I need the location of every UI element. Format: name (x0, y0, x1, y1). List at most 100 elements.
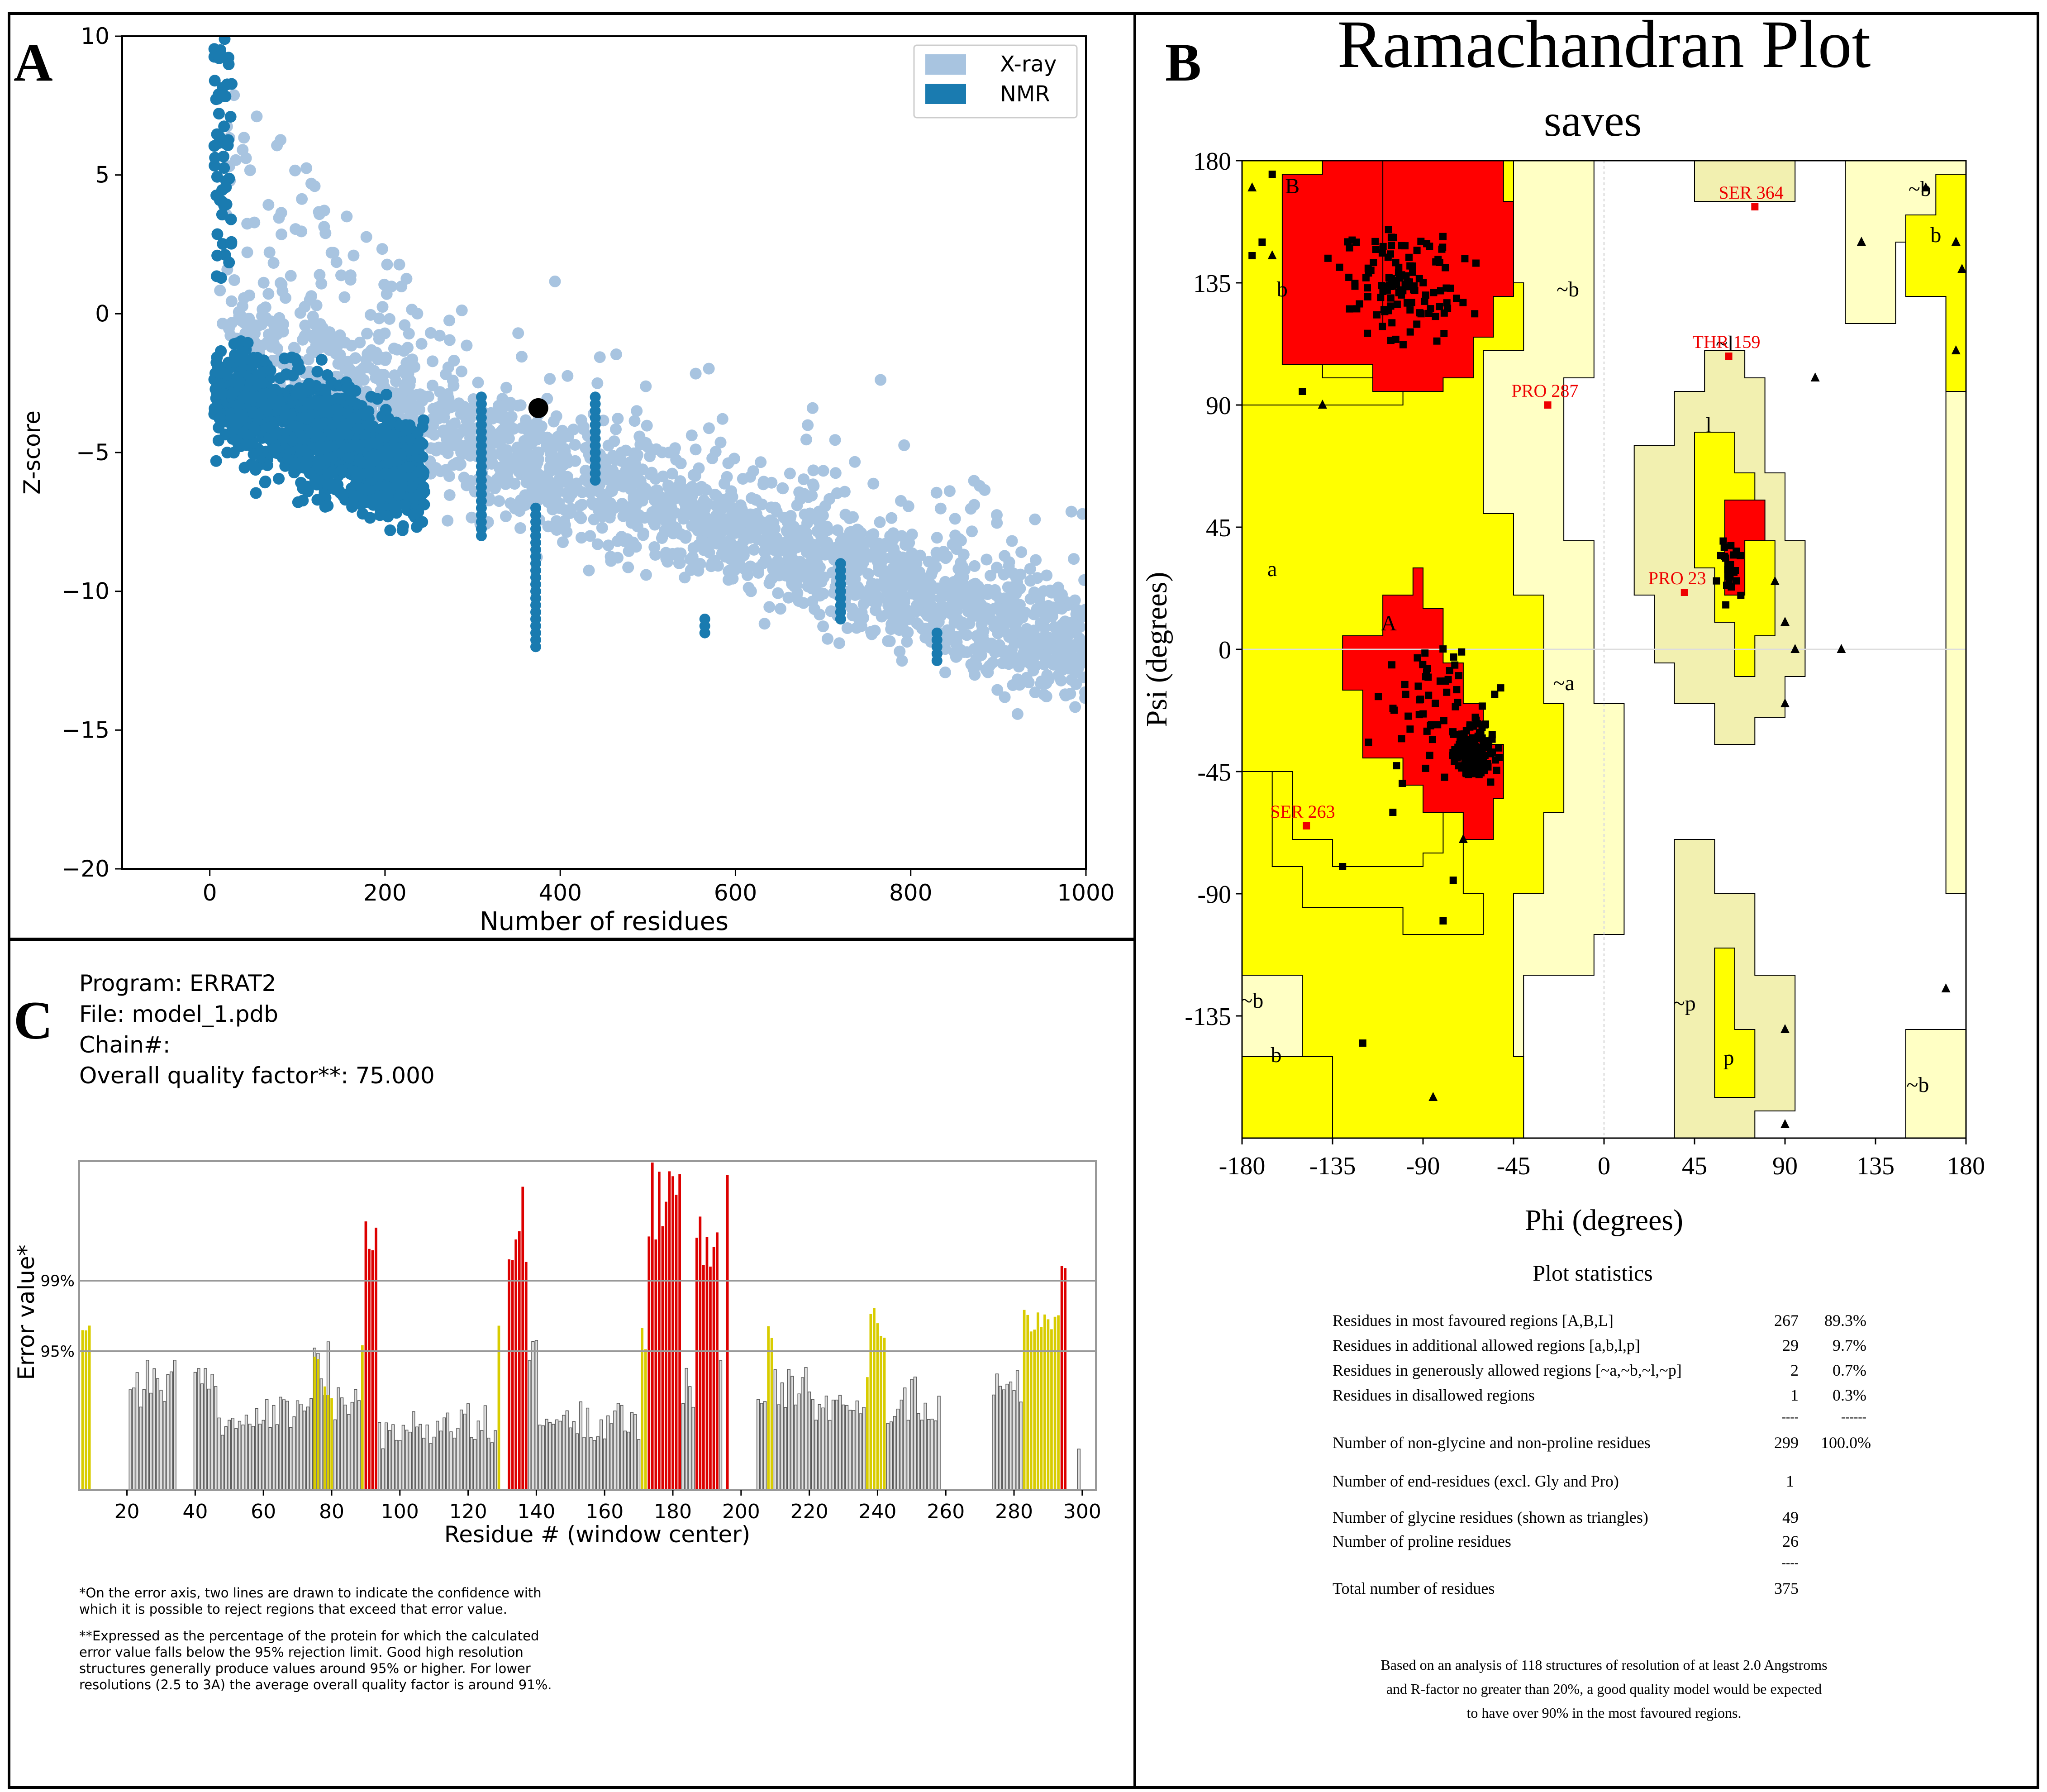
xray-point (576, 499, 588, 511)
residue-point (1440, 330, 1448, 337)
errat-bar (244, 1415, 248, 1491)
xray-point (265, 341, 277, 353)
nmr-point (367, 455, 379, 467)
region-label: ~b (1557, 277, 1579, 301)
nmr-point (324, 478, 336, 491)
xray-point (285, 270, 297, 282)
xray-point (930, 486, 943, 499)
xray-point (1015, 546, 1028, 558)
glycine-point (1857, 237, 1866, 246)
residue-point (1422, 764, 1429, 772)
glycine-point (1941, 983, 1951, 992)
xray-point (520, 414, 532, 426)
xray-point (977, 640, 990, 652)
xray-point (706, 557, 719, 569)
x-tick-label: 1000 (1057, 880, 1114, 906)
errat-bar (364, 1221, 367, 1490)
zscore-y-ticks: 10 5 0 −5 −10 −15 −20 (62, 23, 122, 882)
errat-bar (1015, 1370, 1019, 1491)
nmr-point (324, 467, 336, 480)
residue-point (1406, 328, 1414, 336)
errat-bar (152, 1368, 156, 1491)
xray-point (1009, 637, 1021, 649)
errat-bar (804, 1367, 808, 1491)
errat-bar (295, 1400, 300, 1491)
outlier-label: THR 159 (1693, 332, 1761, 352)
residue-point (1345, 273, 1353, 281)
x-tick-label: 40 (182, 1500, 208, 1523)
xray-point (597, 453, 609, 465)
xray-point (930, 547, 943, 559)
residue-point (1434, 721, 1442, 729)
errat-bar (1040, 1327, 1043, 1490)
nmr-point (236, 346, 248, 358)
xray-point (1029, 513, 1041, 525)
xray-point (931, 532, 943, 544)
xray-point (547, 463, 559, 476)
x-tick-label: 0 (1598, 1152, 1610, 1180)
xray-point (583, 564, 595, 577)
errat-bar (299, 1404, 303, 1491)
stats-note-line: Based on an analysis of 118 structures o… (1381, 1657, 1827, 1673)
xray-point (777, 482, 789, 495)
errat-bar (272, 1405, 276, 1491)
nmr-point (235, 335, 247, 347)
errat-bar (651, 1163, 654, 1490)
residue-point (1419, 710, 1427, 718)
residue-point (1409, 268, 1416, 276)
xray-point (943, 625, 956, 637)
xray-point (549, 275, 561, 287)
xray-point (843, 512, 856, 524)
xray-point (901, 535, 913, 548)
xray-point (677, 507, 690, 519)
errat-bar (306, 1406, 309, 1491)
errat-bar (633, 1414, 637, 1491)
xray-point (610, 423, 622, 435)
residue-point (1378, 249, 1386, 257)
errat-bar (1047, 1319, 1050, 1490)
nmr-point (218, 162, 230, 174)
errat-footnote-2b: error value falls below the 95% rejectio… (79, 1644, 524, 1660)
xray-point (838, 486, 851, 498)
xray-point (976, 619, 988, 631)
xray-point (924, 594, 936, 606)
xray-point (330, 256, 343, 268)
xray-point (896, 562, 908, 574)
stats-end-count: 1 (1786, 1472, 1794, 1490)
stats-row-label: Residues in most favoured regions [A,B,L… (1333, 1311, 1614, 1330)
outlier-point (1303, 822, 1310, 829)
nmr-point (318, 417, 330, 429)
errat-bar (576, 1433, 579, 1491)
xray-point (380, 351, 392, 363)
xray-point (500, 381, 512, 394)
xray-point (615, 447, 628, 458)
xray-point (315, 277, 328, 290)
errat-file-line: File: model_1.pdb (79, 1001, 278, 1027)
xray-point (649, 506, 661, 518)
xray-point (612, 413, 624, 424)
xray-point (631, 405, 643, 417)
xray-point (943, 584, 955, 596)
nmr-point (287, 369, 299, 381)
nmr-point (289, 420, 301, 433)
stats-row-percent: 0.3% (1833, 1386, 1866, 1404)
errat-bar (548, 1422, 552, 1491)
xray-point (362, 348, 374, 360)
x-tick-label: -135 (1309, 1152, 1356, 1180)
nmr-points (208, 36, 943, 666)
errat-bar (1023, 1310, 1026, 1490)
nmr-point (383, 429, 395, 441)
xray-point (855, 620, 867, 632)
errat-bar (350, 1401, 354, 1491)
nmr-point (211, 377, 223, 390)
nmr-point (835, 614, 846, 624)
xray-point (981, 588, 994, 600)
xray-point (778, 511, 790, 524)
residue-point (1439, 243, 1447, 251)
errat-bar (880, 1336, 882, 1490)
errat-bar (917, 1413, 920, 1491)
xray-point (630, 466, 643, 478)
xray-point (670, 522, 682, 534)
errat-bar (800, 1377, 805, 1491)
stats-row-label: Residues in additional allowed regions [… (1333, 1336, 1640, 1354)
